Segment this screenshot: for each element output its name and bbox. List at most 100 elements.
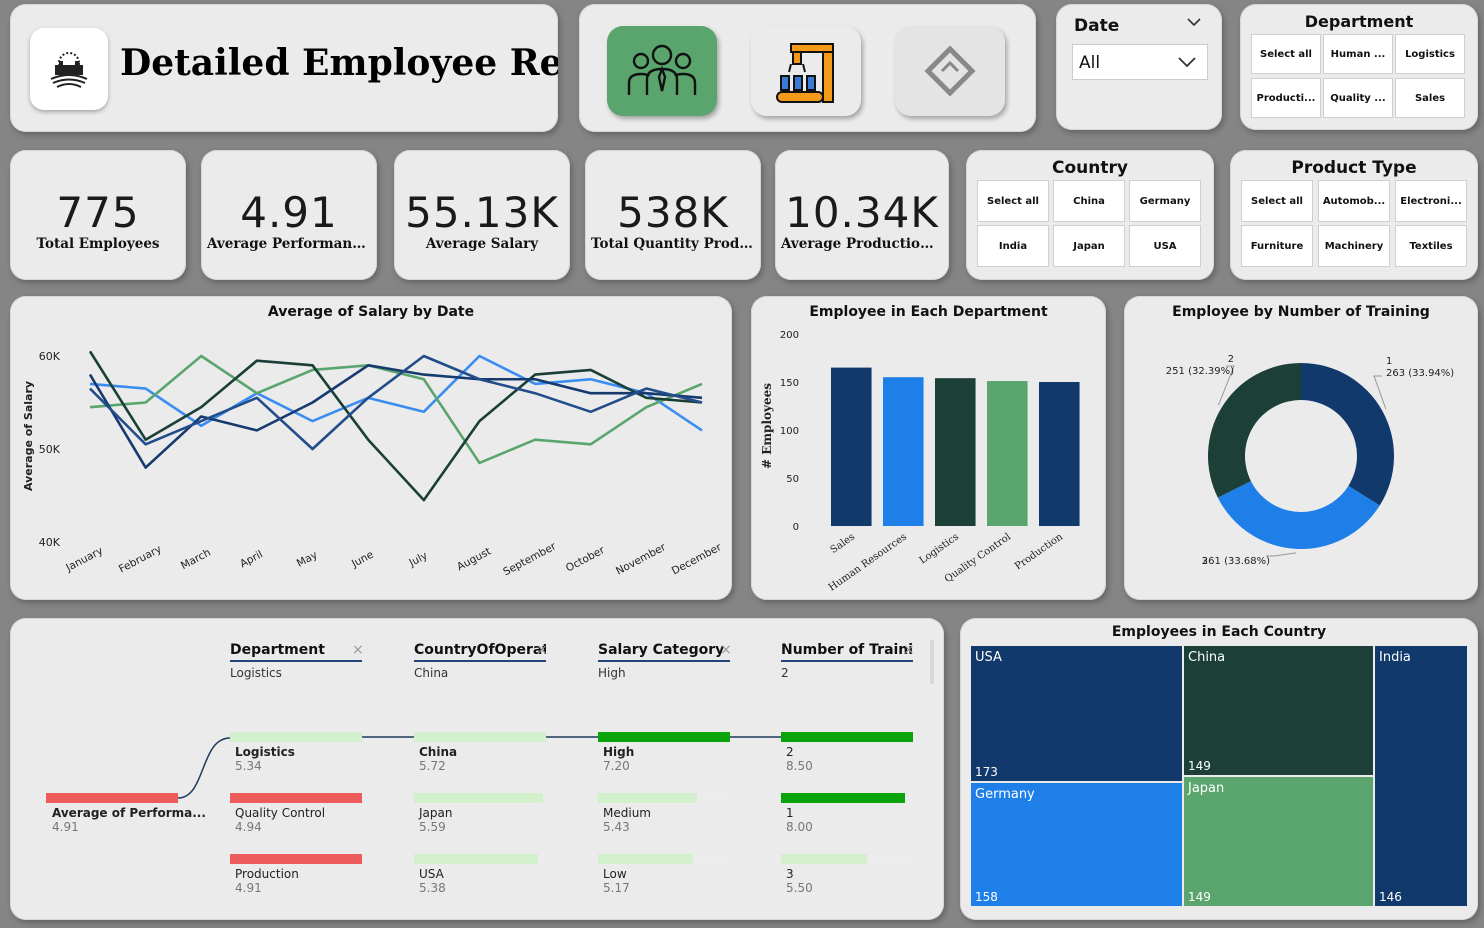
level-header[interactable]: Salary Category	[598, 642, 730, 662]
level-header[interactable]: Department	[230, 642, 362, 662]
country-slicer-option[interactable]: Japan	[1053, 225, 1125, 267]
node-value: 5.38	[419, 881, 446, 895]
x-tick-label: August	[455, 545, 493, 573]
level-header[interactable]: CountryOfOperati...	[414, 642, 546, 662]
node-bar[interactable]	[598, 793, 697, 803]
node-bar[interactable]	[414, 732, 546, 742]
level-selected-value: China	[414, 666, 449, 680]
y-axis-label: Average of Salary	[22, 381, 35, 491]
y-tick-label: 200	[780, 330, 799, 341]
line-chart-plot: 40K 50K 60K Average of Salary January Februar…	[22, 350, 724, 578]
salary-by-date-chart[interactable]: Average of Salary by Date 40K 50K 60K Avera…	[10, 296, 732, 600]
bar	[1039, 382, 1080, 526]
node-bar[interactable]	[598, 854, 693, 864]
product-type-slicer-option[interactable]: Automob...	[1318, 180, 1390, 222]
node-label: Logistics	[235, 745, 295, 759]
country-slicer-option[interactable]: USA	[1129, 225, 1201, 267]
production-nav-button[interactable]	[751, 26, 861, 116]
node-value: 5.34	[235, 759, 262, 773]
employee-by-training-chart[interactable]: Employee by Number of Training 1 263 (33.…	[1124, 296, 1478, 600]
bar	[831, 367, 872, 526]
node-bar[interactable]	[781, 732, 913, 742]
treemap-cell[interactable]: India 146	[1375, 646, 1467, 906]
x-tick-label: Sales	[829, 531, 857, 556]
date-dropdown[interactable]: All	[1072, 44, 1208, 80]
other-nav-button[interactable]	[895, 26, 1005, 116]
x-tick-label: April	[238, 548, 265, 570]
node-value: 5.50	[786, 881, 813, 895]
close-icon[interactable]: ×	[352, 642, 364, 658]
chart-title: Employees in Each Country	[1111, 624, 1327, 640]
node-bar[interactable]	[781, 854, 867, 864]
country-slicer-option[interactable]: India	[977, 225, 1049, 267]
node-label: 2	[786, 745, 794, 759]
product-type-slicer-option[interactable]: Electroni...	[1395, 180, 1467, 222]
employees-by-country-treemap[interactable]: Employees in Each Country USA 173 Germany 1…	[960, 618, 1478, 920]
people-group-icon	[627, 44, 697, 95]
kpi-label: Total Employees	[36, 236, 160, 252]
title-card: Detailed Employee Report	[10, 4, 558, 132]
node-label: Medium	[603, 806, 651, 820]
chart-title: Employee in Each Department	[809, 304, 1048, 320]
kpi-label: Average Salary	[425, 236, 539, 252]
node-bar[interactable]	[781, 793, 905, 803]
scrollbar[interactable]	[930, 640, 934, 684]
product-type-slicer: Product Type Select all Automob... Electro…	[1230, 150, 1478, 280]
treemap-cell[interactable]: Germany 158	[971, 783, 1182, 906]
country-slicer-option[interactable]: Select all	[977, 180, 1049, 222]
node-bar[interactable]	[414, 793, 543, 803]
node-label: Quality Control	[235, 806, 326, 820]
factory-robot-icon	[776, 43, 834, 103]
department-slicer-option[interactable]: Logistics	[1395, 34, 1465, 74]
node-bar[interactable]	[230, 793, 362, 803]
node-value: 5.72	[419, 759, 446, 773]
level-selected-value: Logistics	[230, 666, 282, 680]
close-icon[interactable]: ×	[903, 642, 915, 658]
decomposition-tree[interactable]: Average of Performa... 4.91 Department × Log…	[10, 618, 944, 920]
treemap-cell[interactable]: USA 173	[971, 646, 1182, 781]
close-icon[interactable]: ×	[536, 642, 548, 658]
country-slicer: Country Select all China Germany India Japan…	[966, 150, 1214, 280]
x-tick-label: July	[406, 550, 429, 570]
country-slicer-option[interactable]: China	[1053, 180, 1125, 222]
x-tick-label: Production	[1013, 531, 1065, 572]
employee-by-department-chart[interactable]: Employee in Each Department 0 50 100 150 200…	[751, 296, 1106, 600]
product-type-slicer-option[interactable]: Furniture	[1241, 225, 1313, 267]
treemap-cell[interactable]: China 149	[1184, 646, 1373, 775]
country-slicer-option[interactable]: Germany	[1129, 180, 1201, 222]
root-value: 4.91	[52, 820, 79, 834]
department-slicer-option[interactable]: Human ...	[1323, 34, 1393, 74]
slice-name-label: 3	[1202, 556, 1208, 567]
node-bar[interactable]	[230, 854, 362, 864]
y-tick-label: 40K	[39, 536, 61, 549]
node-value: 5.43	[603, 820, 630, 834]
level-selected-value: High	[598, 666, 626, 680]
department-slicer-option[interactable]: Select all	[1251, 34, 1321, 74]
treemap-cell-value: 149	[1188, 759, 1211, 773]
treemap-cell-value: 173	[975, 765, 998, 779]
decomposition-connectors	[177, 736, 781, 799]
x-tick-label: January	[63, 545, 105, 575]
close-icon[interactable]: ×	[720, 642, 732, 658]
node-value: 4.94	[235, 820, 262, 834]
department-slicer-option[interactable]: Sales	[1395, 78, 1465, 118]
node-bar[interactable]	[414, 854, 538, 864]
kpi-card: 775 Total Employees	[10, 150, 186, 280]
x-tick-label: October	[564, 544, 607, 575]
department-slicer-option[interactable]: Producti...	[1251, 78, 1321, 118]
node-value: 4.91	[235, 881, 262, 895]
product-type-slicer-option[interactable]: Machinery	[1318, 225, 1390, 267]
chevron-down-icon[interactable]	[1186, 16, 1202, 28]
node-value: 8.00	[786, 820, 813, 834]
product-type-slicer-option[interactable]: Select all	[1241, 180, 1313, 222]
employees-nav-button[interactable]	[607, 26, 717, 116]
level-header[interactable]: Number of Traini...	[781, 642, 913, 662]
treemap-cell-label: China	[1188, 650, 1226, 665]
treemap-cell[interactable]: Japan 149	[1184, 777, 1373, 906]
department-slicer-option[interactable]: Quality ...	[1323, 78, 1393, 118]
product-type-slicer-option[interactable]: Textiles	[1395, 225, 1467, 267]
node-bar[interactable]	[598, 732, 730, 742]
node-bar[interactable]	[230, 732, 362, 742]
